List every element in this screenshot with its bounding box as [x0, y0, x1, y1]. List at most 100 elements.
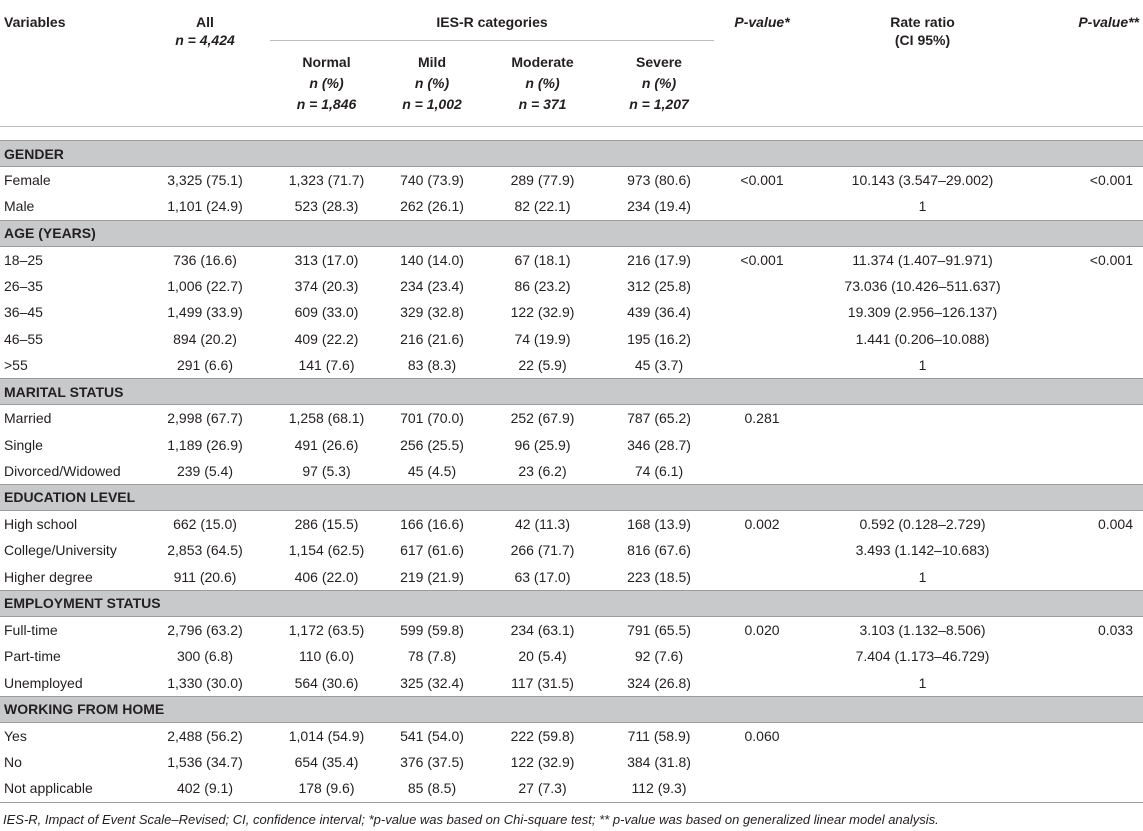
cell-mild: 140 (14.0): [400, 251, 464, 268]
header-rate-ratio-l2: (CI 95%): [894, 32, 951, 48]
table-row: Male 1,101 (24.9) 523 (28.3) 262 (26.1) 82 (…: [0, 193, 1143, 220]
cell-mild: 166 (16.6): [400, 516, 464, 533]
header-category-n: n = 1,002: [402, 96, 462, 112]
header-category-moderate: Moderate n (%) n = 371: [481, 40, 604, 127]
cell-severe: 816 (67.6): [627, 542, 691, 559]
section-row: EMPLOYMENT STATUS: [0, 589, 1143, 617]
cell-var: Unemployed: [4, 674, 83, 691]
header-category-name: Severe: [636, 54, 682, 70]
cell-var: Married: [4, 410, 52, 427]
cell-p1: 0.020: [744, 622, 780, 638]
cell-normal: 178 (9.6): [270, 775, 383, 803]
cell-all: 1,006 (22.7): [167, 278, 243, 295]
cell-p2: [1035, 405, 1143, 432]
cell-severe: 384 (31.8): [627, 754, 691, 771]
cell-mild: 325 (32.4): [400, 674, 464, 691]
cell-all: 2,998 (67.7): [167, 410, 243, 427]
cell-rr: 1.441 (0.206–10.088): [855, 330, 990, 347]
cell-p2: [1035, 749, 1143, 775]
header-category-severe: Severe n (%) n = 1,207: [604, 40, 715, 127]
table-row: Yes 2,488 (56.2) 1,014 (54.9) 541 (54.0) 222…: [0, 722, 1143, 749]
cell-p1: [714, 669, 810, 696]
cell-normal: 141 (7.6): [298, 356, 355, 373]
cell-mild: 599 (59.8): [400, 622, 464, 638]
header-p-value-chi-text: P-value*: [734, 14, 790, 30]
cell-var: 18–25: [4, 251, 43, 268]
cell-mild: 329 (32.8): [400, 304, 464, 321]
cell-p1: <0.001: [740, 172, 784, 189]
cell-severe: 216 (17.9): [627, 251, 691, 268]
cell-normal: 406 (22.0): [294, 568, 359, 585]
section-row: AGE (YEARS): [0, 219, 1143, 247]
table-row: Divorced/Widowed 239 (5.4) 97 (5.3) 45 (4.5…: [0, 458, 1143, 485]
table-row: Married 2,998 (67.7) 1,258 (68.1) 701 (70.0…: [0, 405, 1143, 432]
cell-normal: 1,258 (68.1): [288, 410, 365, 427]
table-row: Unemployed 1,330 (30.0) 564 (30.6) 325 (32.…: [0, 669, 1143, 696]
table-row: Single 1,189 (26.9) 491 (26.6) 256 (25.5) 96…: [0, 431, 1143, 457]
cell-moderate: 42 (11.3): [515, 516, 570, 533]
cell-severe: 234 (19.4): [627, 198, 691, 215]
cell-p1: [714, 352, 810, 379]
cell-severe: 787 (65.2): [627, 410, 691, 427]
cell-rr: 7.404 (1.173–46.729): [855, 648, 990, 665]
cell-normal: 110 (6.0): [299, 648, 354, 665]
cell-p2: 0.033: [1097, 622, 1134, 638]
cell-p1: [714, 643, 810, 669]
section-title: WORKING FROM HOME: [0, 695, 1143, 723]
cell-mild: 45 (4.5): [407, 462, 457, 479]
cell-var: Higher degree: [4, 568, 93, 585]
header-category-name: Normal: [302, 54, 351, 70]
cell-normal: 409 (22.2): [294, 330, 359, 347]
cell-rr: [810, 458, 1035, 485]
cell-p1: 0.002: [744, 516, 780, 533]
cell-var: Part-time: [4, 648, 61, 665]
header-category-mild: Mild n (%) n = 1,002: [383, 40, 481, 127]
cell-all: 662 (15.0): [173, 516, 237, 533]
cell-all: 402 (9.1): [140, 775, 270, 803]
cell-rr: 1: [918, 568, 927, 585]
header-all: All n = 4,424: [140, 0, 270, 127]
cell-severe: 195 (16.2): [627, 330, 691, 347]
header-category-n: n = 1,846: [296, 96, 357, 112]
cell-p1: [714, 273, 810, 299]
cell-moderate: 67 (18.1): [514, 251, 571, 268]
cell-moderate: 252 (67.9): [510, 410, 575, 427]
cell-mild: 78 (7.8): [407, 648, 457, 665]
header-p-value-chi: P-value*: [714, 0, 811, 127]
cell-severe: 92 (7.6): [634, 648, 684, 665]
cell-all: 1,330 (30.0): [167, 674, 243, 691]
cell-severe: 324 (26.8): [627, 674, 691, 691]
header-category-name: Mild: [418, 54, 446, 70]
cell-p2: [1035, 669, 1143, 696]
cell-p1: [714, 325, 810, 351]
cell-mild: 219 (21.9): [400, 568, 464, 585]
cell-normal: 97 (5.3): [302, 462, 351, 479]
cell-all: 291 (6.6): [176, 356, 234, 373]
table-footnote: IES-R, Impact of Event Scale–Revised; CI…: [3, 812, 939, 827]
table-row: 26–35 1,006 (22.7) 374 (20.3) 234 (23.4) 86 …: [0, 273, 1143, 299]
cell-p1: [714, 749, 810, 775]
cell-var: 36–45: [4, 304, 43, 321]
cell-normal: 374 (20.3): [294, 278, 359, 295]
cell-moderate: 234 (63.1): [510, 622, 575, 638]
cell-p2: [1035, 193, 1143, 220]
cell-all: 1,499 (33.9): [167, 304, 243, 321]
cell-all: 736 (16.6): [173, 251, 237, 268]
cell-p1: 0.281: [744, 410, 780, 427]
cell-var: 26–35: [4, 278, 43, 295]
header-category-pct: n (%): [414, 75, 450, 91]
section-row: WORKING FROM HOME: [0, 695, 1143, 723]
cell-rr: 3.493 (1.142–10.683): [855, 542, 990, 559]
section-title: GENDER: [0, 140, 1143, 167]
cell-moderate: 122 (32.9): [510, 304, 575, 321]
cell-mild: 216 (21.6): [400, 330, 464, 347]
cell-var: Single: [4, 436, 43, 453]
table-row: Not applicable 402 (9.1) 178 (9.6) 85 (8.5)…: [0, 775, 1143, 803]
cell-p2: [1035, 352, 1143, 379]
cell-moderate: 117 (31.5): [511, 674, 574, 691]
cell-var: High school: [4, 516, 78, 533]
cell-mild: 83 (8.3): [407, 356, 457, 373]
table-row: 46–55 894 (20.2) 409 (22.2) 216 (21.6) 74 (1…: [0, 325, 1143, 351]
cell-rr: [810, 775, 1036, 803]
